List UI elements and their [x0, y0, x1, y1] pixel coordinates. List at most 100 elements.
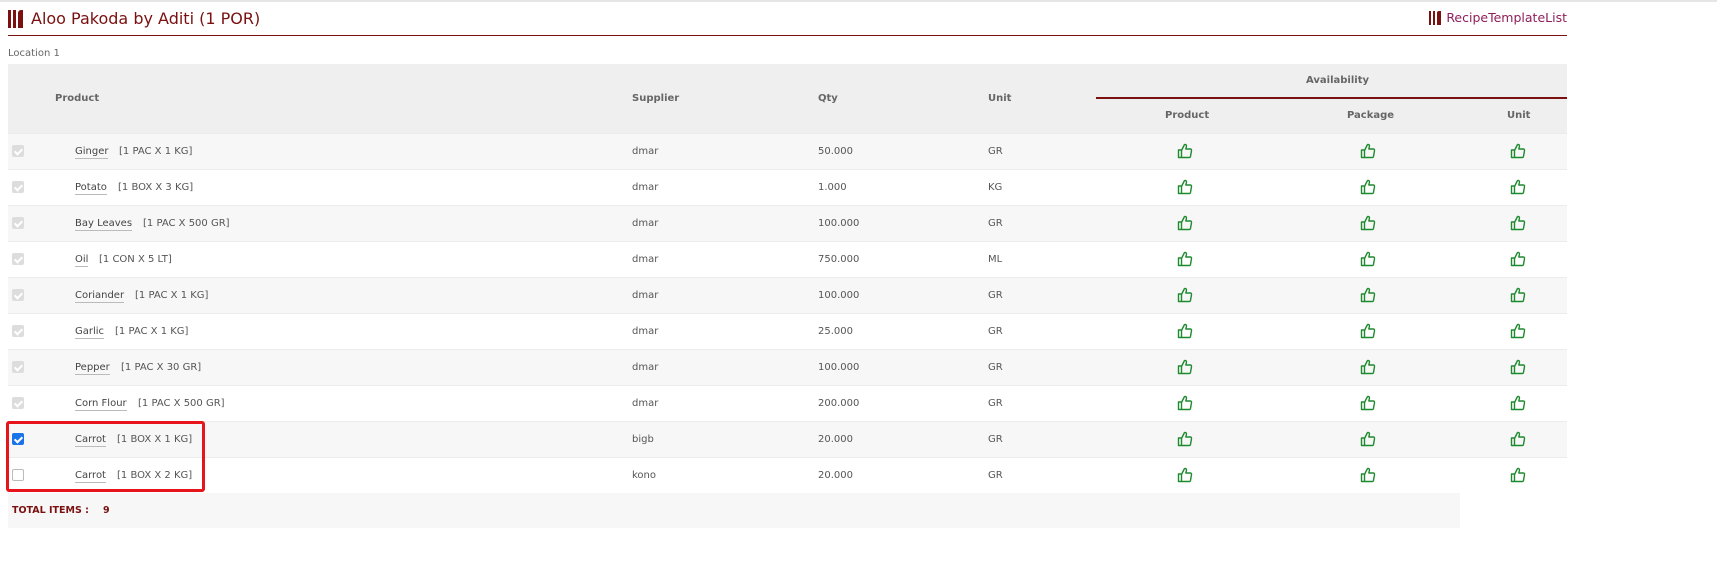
- table-row: Corn Flour [1 PAC X 500 GR] dmar 200.000…: [8, 385, 1567, 421]
- unit: KG: [988, 182, 1003, 193]
- package-size: [1 PAC X 1 KG]: [115, 326, 189, 337]
- table-row: Garlic [1 PAC X 1 KG] dmar 25.000 GR: [8, 313, 1567, 349]
- product-link[interactable]: Carrot: [75, 434, 106, 447]
- supplier: bigb: [632, 434, 654, 445]
- row-checkbox[interactable]: [12, 469, 24, 481]
- qty: 20.000: [818, 470, 853, 481]
- thumbs-up-icon: [1177, 395, 1193, 411]
- product-link[interactable]: Garlic: [75, 326, 105, 339]
- thumbs-up-icon: [1510, 287, 1526, 303]
- thumbs-up-icon: [1360, 179, 1376, 195]
- table-row: Pepper [1 PAC X 30 GR] dmar 100.000 GR: [8, 349, 1567, 385]
- col-qty: Qty: [818, 93, 838, 104]
- thumbs-up-icon: [1360, 395, 1376, 411]
- package-size: [1 PAC X 500 GR]: [143, 218, 230, 229]
- row-checkbox: [12, 397, 24, 409]
- thumbs-up-icon: [1177, 179, 1193, 195]
- qty: 25.000: [818, 326, 853, 337]
- row-checkbox: [12, 289, 24, 301]
- supplier: dmar: [632, 254, 659, 265]
- thumbs-up-icon: [1177, 215, 1193, 231]
- product-link[interactable]: Potato: [75, 182, 107, 195]
- qty: 100.000: [818, 218, 860, 229]
- unit: ML: [988, 254, 1003, 265]
- product-link[interactable]: Corn Flour: [75, 398, 127, 411]
- thumbs-up-icon: [1510, 323, 1526, 339]
- row-checkbox: [12, 253, 24, 265]
- unit: GR: [988, 470, 1003, 481]
- thumbs-up-icon: [1177, 431, 1193, 447]
- package-size: [1 BOX X 1 KG]: [117, 434, 193, 445]
- package-size: [1 CON X 5 LT]: [99, 254, 172, 265]
- unit: GR: [988, 146, 1003, 157]
- thumbs-up-icon: [1510, 359, 1526, 375]
- total-items-count: 9: [103, 505, 110, 516]
- thumbs-up-icon: [1177, 467, 1193, 483]
- product-link[interactable]: Carrot: [75, 470, 106, 483]
- thumbs-up-icon: [1177, 287, 1193, 303]
- package-size: [1 PAC X 1 KG]: [135, 290, 209, 301]
- page-header: Aloo Pakoda by Aditi (1 POR) RecipeTempl…: [8, 4, 1567, 36]
- row-checkbox: [12, 181, 24, 193]
- package-size: [1 BOX X 3 KG]: [118, 182, 194, 193]
- qty: 1.000: [818, 182, 847, 193]
- qty: 750.000: [818, 254, 860, 265]
- unit: GR: [988, 326, 1003, 337]
- qty: 100.000: [818, 290, 860, 301]
- thumbs-up-icon: [1177, 143, 1193, 159]
- col-product: Product: [55, 93, 100, 104]
- col-avail-product: Product: [1165, 110, 1210, 121]
- supplier: dmar: [632, 182, 659, 193]
- row-checkbox: [12, 217, 24, 229]
- supplier: dmar: [632, 218, 659, 229]
- thumbs-up-icon: [1177, 251, 1193, 267]
- top-border: [0, 0, 1717, 2]
- table-row: Potato [1 BOX X 3 KG] dmar 1.000 KG: [8, 169, 1567, 205]
- thumbs-up-icon: [1510, 251, 1526, 267]
- col-availability: Availability: [1306, 75, 1369, 86]
- table-row: Coriander [1 PAC X 1 KG] dmar 100.000 GR: [8, 277, 1567, 313]
- product-link[interactable]: Ginger: [75, 146, 109, 159]
- package-size: [1 PAC X 500 GR]: [138, 398, 225, 409]
- thumbs-up-icon: [1360, 251, 1376, 267]
- row-checkbox: [12, 145, 24, 157]
- thumbs-up-icon: [1177, 359, 1193, 375]
- supplier: dmar: [632, 146, 659, 157]
- col-unit: Unit: [988, 93, 1012, 104]
- thumbs-up-icon: [1360, 287, 1376, 303]
- ingredients-table: Product Supplier Qty Unit Availability P…: [8, 64, 1567, 493]
- product-link[interactable]: Oil: [75, 254, 89, 267]
- total-items-label: TOTAL ITEMS :: [12, 505, 89, 516]
- product-link[interactable]: Bay Leaves: [75, 218, 133, 231]
- qty: 100.000: [818, 362, 860, 373]
- unit: GR: [988, 290, 1003, 301]
- product-link[interactable]: Coriander: [75, 290, 125, 303]
- supplier: dmar: [632, 290, 659, 301]
- thumbs-up-icon: [1360, 431, 1376, 447]
- recipe-template-list-link[interactable]: RecipeTemplateList: [1429, 10, 1567, 25]
- package-size: [1 PAC X 1 KG]: [119, 146, 193, 157]
- row-checkbox: [12, 325, 24, 337]
- unit: GR: [988, 218, 1003, 229]
- unit: GR: [988, 362, 1003, 373]
- thumbs-up-icon: [1510, 215, 1526, 231]
- availability-divider: [1096, 97, 1567, 99]
- supplier: kono: [632, 470, 657, 481]
- page-title: Aloo Pakoda by Aditi (1 POR): [8, 9, 260, 28]
- thumbs-up-icon: [1360, 359, 1376, 375]
- thumbs-up-icon: [1510, 467, 1526, 483]
- row-checkbox: [12, 361, 24, 373]
- fork-knife-icon: [8, 9, 23, 28]
- row-checkbox[interactable]: [12, 433, 24, 445]
- thumbs-up-icon: [1360, 215, 1376, 231]
- table-row: Carrot [1 BOX X 2 KG] kono 20.000 GR: [8, 457, 1567, 493]
- fork-knife-icon: [1429, 10, 1442, 25]
- supplier: dmar: [632, 362, 659, 373]
- thumbs-up-icon: [1510, 143, 1526, 159]
- product-link[interactable]: Pepper: [75, 362, 110, 375]
- unit: GR: [988, 398, 1003, 409]
- thumbs-up-icon: [1360, 323, 1376, 339]
- thumbs-up-icon: [1360, 467, 1376, 483]
- supplier: dmar: [632, 398, 659, 409]
- qty: 20.000: [818, 434, 853, 445]
